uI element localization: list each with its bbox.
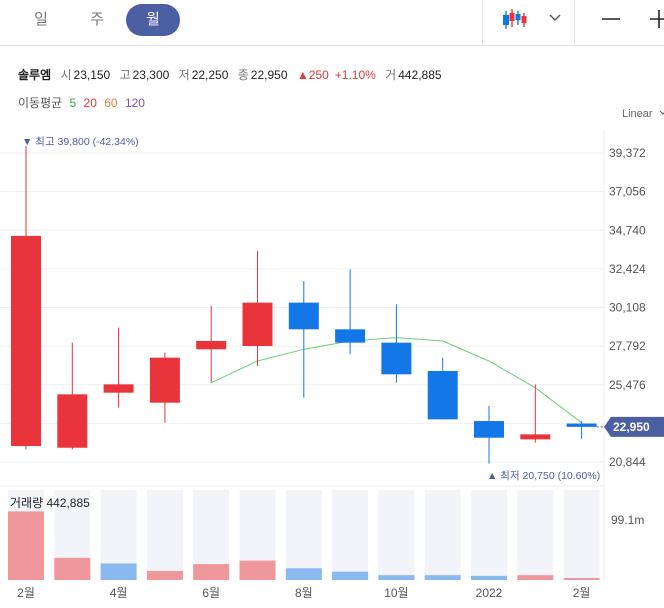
zoom-out-button[interactable] — [598, 5, 624, 35]
stock-name: 솔루엠 — [18, 68, 52, 82]
current-price-tag — [604, 416, 664, 437]
change-percent: +1.10% — [334, 68, 376, 82]
low-annotation: ▲ 최저 20,750 (10.60%) — [487, 470, 600, 482]
close-label: 종 — [237, 68, 249, 82]
volume-bar — [193, 564, 230, 580]
y-tick-label: 39,372 — [609, 146, 646, 160]
ma-60: 60 — [104, 96, 118, 110]
candlestick-icon — [503, 9, 527, 29]
volume-bar-track — [563, 490, 600, 580]
volume-bar-track — [285, 490, 322, 580]
low-label: 저 — [178, 68, 190, 82]
x-tick-label: 8월 — [295, 586, 313, 600]
volume-bar — [8, 511, 44, 580]
candle-body — [242, 302, 273, 346]
candle-body — [520, 434, 551, 440]
volume-bar — [54, 557, 91, 580]
candle-body — [149, 357, 180, 403]
zoom-in-button[interactable] — [646, 5, 664, 35]
period-tabs: 일 주 월 — [14, 4, 182, 36]
current-price-label: 22,950 — [613, 420, 650, 434]
volume-bar — [563, 578, 600, 580]
scale-label: Linear — [622, 108, 653, 120]
high-value: 23,300 — [132, 68, 170, 82]
high-label: 고 — [119, 68, 131, 82]
minus-icon — [602, 18, 620, 20]
x-tick-label: 2월 — [17, 586, 35, 600]
ma-20: 20 — [83, 96, 97, 110]
x-tick-label: 6월 — [202, 586, 220, 600]
volume-bar — [146, 571, 183, 580]
volume-bar-track — [378, 490, 415, 580]
ma-120: 120 — [124, 96, 145, 110]
volume-bar — [517, 575, 554, 580]
chevron-down-icon — [659, 110, 664, 115]
open-value: 23,150 — [73, 68, 111, 82]
y-tick-label: 34,740 — [609, 223, 646, 237]
tab-month[interactable]: 월 — [126, 4, 180, 36]
volume-bar — [424, 575, 461, 580]
chart-toolbar: 일 주 월 — [0, 0, 664, 46]
volume-bar — [471, 575, 507, 580]
x-tick-label: 2월 — [573, 586, 591, 600]
volume-bar-track — [146, 490, 183, 580]
candle-body — [427, 371, 458, 420]
chart-type-selector[interactable] — [498, 5, 561, 35]
close-value: 22,950 — [250, 68, 288, 82]
volume-axis-label: 99.1m — [611, 513, 644, 527]
candle-body — [335, 329, 366, 343]
candle-body — [566, 423, 597, 427]
chevron-down-icon — [549, 14, 561, 21]
x-tick-label: 4월 — [110, 586, 128, 600]
y-tick-label: 25,476 — [609, 378, 646, 392]
volume-label: 거래량 442,885 — [10, 496, 90, 510]
volume-bar — [332, 571, 369, 580]
volume-bar — [100, 563, 137, 580]
candle-body — [57, 394, 88, 448]
ma-label: 이동평균 — [18, 96, 63, 110]
volume-value: 442,885 — [398, 68, 442, 82]
toolbar-divider — [482, 0, 483, 46]
x-tick-label: 2022 — [476, 586, 503, 600]
y-tick-label: 20,844 — [609, 455, 646, 469]
volume-bar — [378, 575, 415, 580]
candle-body — [196, 340, 227, 350]
volume-bar — [285, 568, 322, 580]
tab-week[interactable]: 주 — [90, 11, 104, 28]
volume-bar-track — [424, 490, 461, 580]
volume-bar-track — [332, 490, 369, 580]
ma-5: 5 — [69, 96, 77, 110]
volume-bar — [239, 560, 276, 580]
y-tick-label: 37,056 — [609, 185, 646, 199]
change-arrow-icon: ▲ — [296, 68, 309, 82]
change-value: 250 — [308, 68, 329, 82]
candle-body — [474, 421, 504, 438]
y-tick-label: 30,108 — [609, 301, 646, 315]
candle-body — [103, 384, 134, 393]
moving-average-legend[interactable]: 이동평균 5 20 60 120 — [18, 94, 149, 111]
plus-icon — [650, 10, 664, 28]
quote-summary: 솔루엠 시 23,150 고 23,300 저 22,250 종 22,950 ▲250… — [18, 66, 448, 83]
volume-bar-track — [517, 490, 554, 580]
x-tick-label: 10월 — [384, 586, 408, 600]
y-tick-label: 27,792 — [609, 339, 646, 353]
open-label: 시 — [60, 68, 72, 82]
scale-selector[interactable]: Linear — [622, 108, 664, 120]
low-value: 22,250 — [191, 68, 229, 82]
tab-day[interactable]: 일 — [34, 11, 48, 28]
volume-bar-track — [471, 490, 507, 580]
candle-body — [288, 302, 319, 330]
volume-label: 거 — [385, 68, 397, 82]
candle-body — [381, 342, 412, 375]
toolbar-divider — [574, 0, 575, 46]
y-tick-label: 32,424 — [609, 262, 646, 276]
candle-body — [11, 235, 41, 447]
high-annotation: ▼ 최고 39,800 (-42.34%) — [22, 136, 139, 148]
